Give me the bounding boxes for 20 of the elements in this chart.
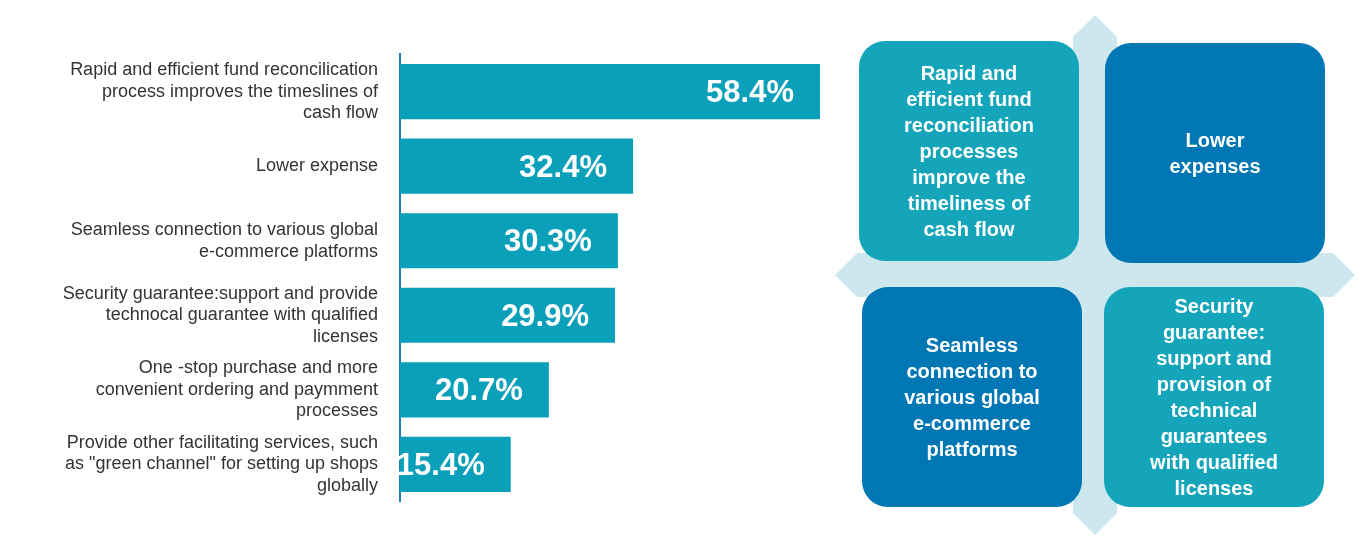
text: Lower expenses: [1105, 43, 1325, 263]
data-label: 32.4%: [519, 148, 608, 184]
y-tick-label: Lower expense: [255, 155, 378, 176]
y-tick-label: Seamless connection to various global e-commerce platforms: [70, 218, 378, 261]
data-label: 30.3%: [504, 223, 592, 259]
y-tick-label: Provide other facilitating services, such as "green channel" for setting up shops globally: [65, 431, 378, 495]
y-tick-label: Security guarantee:support and provide technocal guarantee with qualified licenses: [62, 282, 378, 346]
bar: [400, 287, 616, 343]
y-tick-label: Rapid and efficient fund reconcilication process improves the timeslines of cash flow: [70, 59, 379, 123]
data-label: 15.4%: [396, 446, 485, 482]
bar: [400, 138, 634, 194]
bar: [400, 213, 618, 269]
bar: [400, 64, 820, 120]
y-tick-label: One -stop purchase and more convenient ordering and paymment processes: [95, 357, 378, 421]
text: Security guarantee: support and provision of technical guarantees with qualified licenses: [1104, 287, 1324, 507]
text: Seamless connection to various global e-commerce platforms: [862, 287, 1082, 507]
data-label: 20.7%: [434, 372, 523, 408]
data-label: 58.4%: [706, 74, 794, 110]
data-label: 29.9%: [501, 297, 590, 333]
text: Rapid and efficient fund reconciliation processes improve the timeliness of cash flow: [859, 41, 1079, 261]
